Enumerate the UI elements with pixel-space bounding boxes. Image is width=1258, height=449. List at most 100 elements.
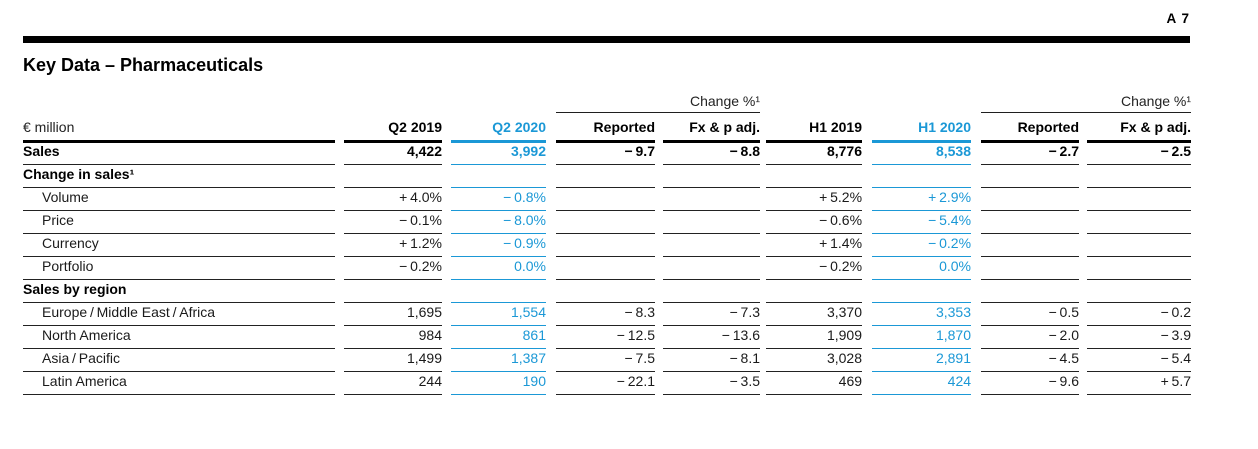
table-row-price: Price − 0.1% − 8.0% − 0.6% − 5.4%	[23, 210, 1192, 234]
cell-value	[1087, 256, 1192, 280]
cell-value	[981, 233, 1080, 257]
cell-value: − 0.2	[1087, 302, 1192, 326]
cell-value	[556, 233, 655, 257]
cell-value: − 9.7	[556, 141, 655, 165]
table-row-latin-america: Latin America 244 190 − 22.1 − 3.5 469 4…	[23, 371, 1192, 395]
column-header-fxp-q2: Fx & p adj.	[663, 112, 761, 143]
cell-value: 3,992	[451, 141, 546, 165]
table-row-currency: Currency + 1.2% − 0.9% + 1.4% − 0.2%	[23, 233, 1192, 257]
row-label: North America	[23, 325, 335, 349]
cell-value: − 22.1	[556, 371, 655, 395]
cell-value: − 2.0	[981, 325, 1080, 349]
cell-value: − 2.7	[981, 141, 1080, 165]
cell-value	[663, 210, 761, 234]
cell-value: − 7.3	[663, 302, 761, 326]
cell-value: − 3.9	[1087, 325, 1192, 349]
cell-value: 1,499	[344, 348, 442, 372]
cell-value	[981, 256, 1080, 280]
cell-value	[1087, 187, 1192, 211]
cell-value: − 2.5	[1087, 141, 1192, 165]
cell-value	[766, 164, 863, 188]
column-header-reported-q2: Reported	[556, 112, 655, 143]
key-data-table: Change %¹ Change %¹ € million Q2 2019 Q2…	[23, 89, 1192, 395]
cell-value: 3,370	[766, 302, 863, 326]
cell-value	[872, 164, 972, 188]
row-label: Portfolio	[23, 256, 335, 280]
cell-value: − 8.8	[663, 141, 761, 165]
cell-value	[556, 210, 655, 234]
cell-value	[1087, 233, 1192, 257]
column-header-reported-h1: Reported	[981, 112, 1080, 143]
cell-value	[451, 164, 546, 188]
table-row-emea: Europe / Middle East / Africa 1,695 1,55…	[23, 302, 1192, 326]
page-meta: A 7	[23, 10, 1190, 32]
cell-value: − 0.2%	[766, 256, 863, 280]
cell-value: + 5.2%	[766, 187, 863, 211]
cell-value	[766, 279, 863, 303]
cell-value	[1087, 164, 1192, 188]
cell-value: 861	[451, 325, 546, 349]
page-label: A 7	[1166, 11, 1190, 26]
cell-value: 190	[451, 371, 546, 395]
cell-value: 1,909	[766, 325, 863, 349]
cell-value: 424	[872, 371, 972, 395]
cell-value	[451, 279, 546, 303]
cell-value: − 7.5	[556, 348, 655, 372]
table-row-asia-pacific: Asia / Pacific 1,499 1,387 − 7.5 − 8.1 3…	[23, 348, 1192, 372]
cell-value: 1,387	[451, 348, 546, 372]
cell-value: − 8.0%	[451, 210, 546, 234]
cell-value: + 4.0%	[344, 187, 442, 211]
cell-value	[663, 233, 761, 257]
page-title: Key Data – Pharmaceuticals	[23, 55, 264, 75]
cell-value: 0.0%	[872, 256, 972, 280]
cell-value: − 8.3	[556, 302, 655, 326]
row-label: Price	[23, 210, 335, 234]
cell-value: − 0.2%	[872, 233, 972, 257]
divider-bar	[23, 36, 1190, 43]
cell-value: 984	[344, 325, 442, 349]
cell-value	[344, 279, 442, 303]
cell-value: − 13.6	[663, 325, 761, 349]
cell-value: − 4.5	[981, 348, 1080, 372]
cell-value: − 0.8%	[451, 187, 546, 211]
column-header-fxp-h1: Fx & p adj.	[1087, 112, 1192, 143]
cell-value	[872, 279, 972, 303]
cell-value: 3,028	[766, 348, 863, 372]
cell-value	[344, 164, 442, 188]
change-group-row: Change %¹ Change %¹	[23, 89, 1192, 113]
row-label: Volume	[23, 187, 335, 211]
cell-value: 8,776	[766, 141, 863, 165]
cell-value	[556, 256, 655, 280]
table-row-sales: Sales 4,422 3,992 − 9.7 − 8.8 8,776 8,53…	[23, 141, 1192, 165]
row-label: Asia / Pacific	[23, 348, 335, 372]
cell-value: − 0.5	[981, 302, 1080, 326]
cell-value	[981, 164, 1080, 188]
cell-value: + 2.9%	[872, 187, 972, 211]
cell-value: − 8.1	[663, 348, 761, 372]
table-row-portfolio: Portfolio − 0.2% 0.0% − 0.2% 0.0%	[23, 256, 1192, 280]
cell-value: − 0.1%	[344, 210, 442, 234]
unit-label: € million	[23, 112, 335, 143]
column-header-q2-2020: Q2 2020	[451, 112, 546, 143]
row-label: Latin America	[23, 371, 335, 395]
cell-value	[663, 164, 761, 188]
cell-value: 1,554	[451, 302, 546, 326]
cell-value: 0.0%	[451, 256, 546, 280]
change-group-header-h1: Change %¹	[981, 89, 1192, 113]
cell-value: − 9.6	[981, 371, 1080, 395]
cell-value: − 0.9%	[451, 233, 546, 257]
cell-value: − 12.5	[556, 325, 655, 349]
cell-value: 2,891	[872, 348, 972, 372]
column-header-row: € million Q2 2019 Q2 2020 Reported Fx & …	[23, 112, 1192, 143]
cell-value	[981, 210, 1080, 234]
cell-value: + 1.2%	[344, 233, 442, 257]
cell-value	[663, 279, 761, 303]
cell-value	[1087, 279, 1192, 303]
cell-value: 3,353	[872, 302, 972, 326]
cell-value	[981, 187, 1080, 211]
cell-value: + 1.4%	[766, 233, 863, 257]
row-label: Sales by region	[23, 279, 335, 303]
cell-value	[556, 279, 655, 303]
row-label: Change in sales¹	[23, 164, 335, 188]
cell-value: − 5.4	[1087, 348, 1192, 372]
